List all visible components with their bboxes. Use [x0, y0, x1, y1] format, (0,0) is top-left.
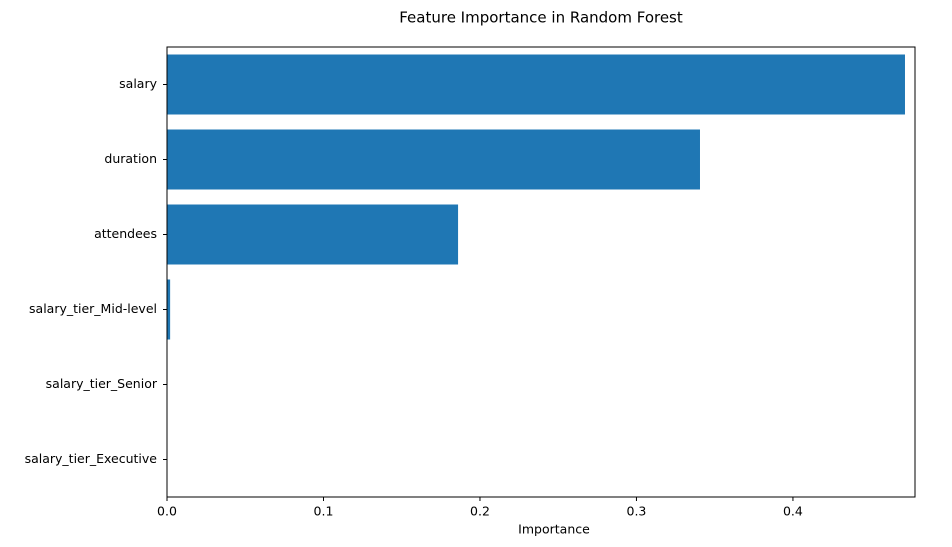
- x-tick-label: 0.4: [783, 504, 803, 519]
- y-tick-label: attendees: [94, 226, 157, 241]
- y-tick-label: salary_tier_Mid-level: [29, 301, 157, 316]
- x-axis-label: Importance: [518, 522, 590, 537]
- y-tick-label: salary_tier_Senior: [46, 376, 158, 391]
- y-tick-label: salary_tier_Executive: [25, 451, 158, 466]
- y-tick-label: salary: [119, 76, 157, 91]
- bar: [167, 54, 905, 115]
- bar: [167, 204, 459, 265]
- chart-title: Feature Importance in Random Forest: [399, 9, 683, 27]
- y-tick-label: duration: [104, 151, 157, 166]
- x-tick-label: 0.3: [627, 504, 647, 519]
- plot-frame: [166, 46, 916, 498]
- x-tick-label: 0.0: [157, 504, 177, 519]
- x-tick-label: 0.2: [470, 504, 490, 519]
- bar: [167, 279, 171, 340]
- x-tick-label: 0.1: [314, 504, 334, 519]
- bar: [167, 129, 700, 190]
